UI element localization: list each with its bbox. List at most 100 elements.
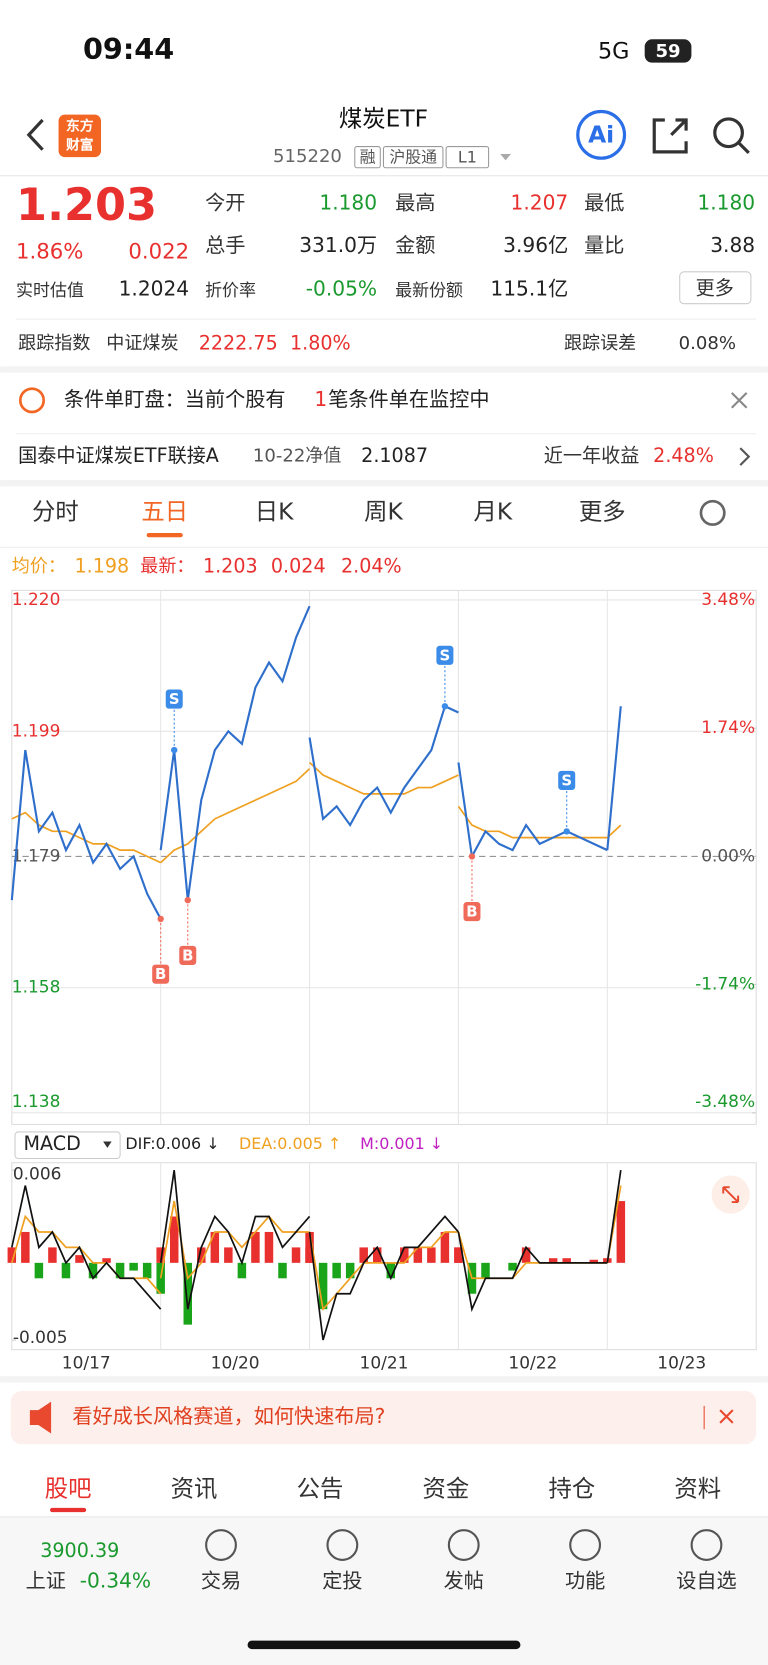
macd-bar bbox=[318, 1262, 328, 1310]
share-icon[interactable] bbox=[652, 118, 688, 154]
nav-icon[interactable] bbox=[326, 1529, 359, 1561]
price-line bbox=[606, 706, 622, 851]
banner-text: 看好成长风格赛道，如何快速布局? bbox=[72, 1404, 385, 1428]
macd-bar bbox=[210, 1231, 220, 1263]
return: 2.48% bbox=[653, 444, 714, 467]
y2-tick-label: -1.74% bbox=[695, 975, 755, 995]
dropdown bbox=[500, 153, 511, 161]
home-indicator bbox=[247, 1640, 521, 1650]
nav-icon[interactable] bbox=[205, 1529, 237, 1561]
nav-label: 定投 bbox=[322, 1569, 362, 1593]
close-icon[interactable] bbox=[731, 392, 748, 409]
avg: 1.198 bbox=[74, 555, 129, 578]
dif-line bbox=[308, 1215, 460, 1341]
macd-bar bbox=[454, 1247, 463, 1263]
divider bbox=[16, 433, 757, 435]
tab: 更多 bbox=[579, 497, 626, 525]
macd-bar bbox=[305, 1247, 314, 1263]
more-button[interactable] bbox=[679, 271, 752, 305]
settings-icon[interactable] bbox=[699, 499, 726, 526]
y-tick-label: 1.199 bbox=[12, 721, 61, 741]
macd-bar bbox=[305, 1231, 314, 1263]
macd-bar bbox=[589, 1259, 599, 1263]
x-tick-label: 10/20 bbox=[211, 1353, 260, 1373]
avg-line bbox=[160, 768, 311, 864]
tab: 五日 bbox=[141, 497, 188, 525]
bottom-tab: 资讯 bbox=[171, 1474, 218, 1502]
y-tick-label: 1.158 bbox=[12, 978, 61, 998]
tag-text: 沪股通 bbox=[389, 148, 437, 167]
macd-bar bbox=[332, 1262, 341, 1279]
field-label: 金额 bbox=[395, 233, 435, 257]
macd-tick-label: -0.005 bbox=[13, 1328, 68, 1348]
macd-bar bbox=[264, 1231, 274, 1263]
ai-icon[interactable] bbox=[576, 109, 627, 160]
discount-label: 折价率 bbox=[205, 281, 256, 301]
tag bbox=[382, 146, 444, 169]
macd-bar bbox=[21, 1231, 30, 1263]
macd-bar bbox=[400, 1247, 409, 1263]
divider bbox=[0, 546, 768, 548]
last-label: 最新： bbox=[140, 556, 194, 577]
track-index: 中证煤炭 bbox=[106, 333, 178, 354]
macd-bar bbox=[413, 1247, 423, 1263]
price-line bbox=[457, 762, 608, 860]
change-pct: 1.86% bbox=[16, 240, 83, 265]
dif-line bbox=[10, 1185, 162, 1310]
macd-label: MACD bbox=[23, 1132, 80, 1155]
macd-bar bbox=[251, 1231, 260, 1263]
track-value: 2222.75 bbox=[199, 332, 278, 355]
bottom-tab: 资金 bbox=[423, 1474, 470, 1502]
last-pct: 2.04% bbox=[341, 555, 402, 578]
return-label: 近一年收益 bbox=[544, 444, 640, 467]
divider bbox=[0, 1516, 768, 1518]
field-value: 1.180 bbox=[319, 190, 377, 214]
banner[interactable] bbox=[10, 1391, 757, 1445]
fund-name: 国泰中证煤炭ETF联接A bbox=[18, 444, 219, 467]
y2-tick-label: 3.48% bbox=[701, 590, 755, 610]
search-icon[interactable] bbox=[713, 117, 744, 149]
discount: -0.05% bbox=[306, 276, 377, 300]
bottom-tab: 股吧 bbox=[45, 1474, 92, 1502]
code: 515220 bbox=[273, 146, 342, 167]
macd-bar bbox=[345, 1262, 355, 1279]
y2-tick-label: -3.48% bbox=[695, 1092, 755, 1112]
macd-bar bbox=[102, 1258, 111, 1263]
expand-arrows bbox=[722, 1186, 740, 1203]
nav-icon[interactable] bbox=[447, 1529, 480, 1561]
macd-select[interactable] bbox=[14, 1131, 121, 1160]
price-line bbox=[10, 749, 162, 920]
x-tick-label: 10/22 bbox=[508, 1353, 557, 1373]
tag bbox=[445, 146, 490, 169]
logo bbox=[58, 114, 102, 158]
macd-bar bbox=[197, 1247, 206, 1263]
y2-tick-label: 1.74% bbox=[701, 718, 755, 738]
macd-bar bbox=[548, 1258, 558, 1263]
tab: 周K bbox=[364, 497, 403, 525]
divider bbox=[16, 318, 757, 320]
back-icon[interactable] bbox=[26, 118, 44, 151]
logo-text: 东方 bbox=[66, 117, 94, 134]
avg-line bbox=[308, 761, 459, 795]
track-pct: 1.80% bbox=[290, 332, 351, 355]
macd-bar bbox=[562, 1258, 571, 1263]
avg-label: 均价： bbox=[12, 556, 66, 577]
macd-bar bbox=[278, 1262, 287, 1279]
marker-label: S bbox=[169, 690, 180, 708]
macd-bar bbox=[224, 1247, 233, 1263]
marker-label: B bbox=[182, 946, 193, 964]
macd-bar bbox=[156, 1262, 165, 1294]
marker-dot bbox=[157, 915, 164, 923]
price: 1.203 bbox=[16, 179, 157, 231]
nav-icon[interactable] bbox=[569, 1529, 602, 1561]
macd-bar bbox=[142, 1262, 152, 1279]
nav-icon[interactable] bbox=[690, 1529, 723, 1561]
macd-bar bbox=[7, 1247, 17, 1263]
banner-close[interactable] bbox=[719, 1409, 734, 1424]
shares: 115.1亿 bbox=[490, 276, 568, 300]
index-pct: -0.34% bbox=[80, 1569, 151, 1593]
macd-tick-label: 0.006 bbox=[13, 1164, 62, 1184]
